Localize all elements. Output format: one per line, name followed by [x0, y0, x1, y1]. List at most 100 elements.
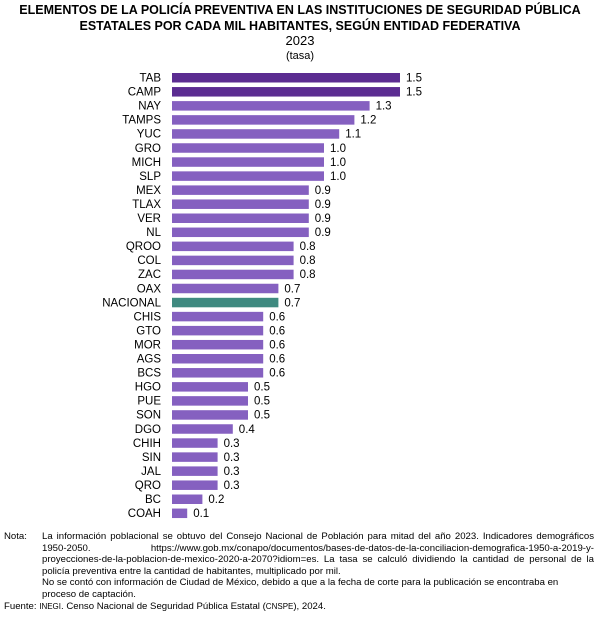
bar-zac [172, 269, 294, 280]
category-label-bc: BC [145, 494, 161, 506]
notes-section: Nota: La información poblacional se obtu… [4, 531, 594, 612]
bar-camp [172, 87, 400, 97]
category-label-coah: COAH [128, 508, 161, 520]
category-label-bcs: BCS [137, 368, 161, 380]
value-label-coah: 0.1 [193, 508, 209, 520]
bar-ver [172, 213, 309, 223]
value-label-tamps: 1.2 [360, 115, 376, 127]
bar-nacional [172, 297, 279, 308]
chart-title: ELEMENTOS DE LA POLICÍA PREVENTIVA EN LA… [0, 2, 600, 34]
value-label-qro: 0.3 [224, 480, 240, 492]
value-label-nl: 0.9 [315, 227, 331, 239]
bar-tlax [172, 199, 309, 209]
category-label-nay: NAY [138, 101, 161, 113]
source-org: INEGI [39, 601, 61, 611]
value-label-ver: 0.9 [315, 213, 331, 225]
category-label-nacional: NACIONAL [102, 297, 161, 309]
category-label-son: SON [136, 410, 161, 422]
bar-tab [172, 73, 400, 83]
category-label-tamps: TAMPS [122, 115, 161, 127]
category-label-sin: SIN [142, 452, 161, 464]
category-label-camp: CAMP [128, 87, 162, 99]
category-label-mor: MOR [134, 339, 161, 351]
value-label-ags: 0.6 [269, 354, 285, 366]
value-label-jal: 0.3 [224, 466, 240, 478]
bar-coah [172, 508, 188, 519]
value-label-mich: 1.0 [330, 157, 346, 169]
value-label-son: 0.5 [254, 410, 270, 422]
bar-qro [172, 480, 218, 490]
chart-year: 2023 [285, 33, 315, 48]
source-label: Fuente: [4, 600, 37, 612]
value-label-nay: 1.3 [376, 101, 392, 113]
value-label-gro: 1.0 [330, 143, 346, 155]
category-label-dgo: DGO [135, 424, 161, 436]
chart-title-line1: ELEMENTOS DE LA POLICÍA PREVENTIVA EN LA… [19, 3, 581, 17]
bar-chih [172, 438, 218, 448]
bar-mich [172, 157, 324, 167]
category-label-hgo: HGO [135, 382, 161, 394]
chart-unit: (tasa) [285, 50, 315, 62]
bar-son [172, 410, 248, 420]
bar-bcs [172, 368, 264, 378]
value-label-sin: 0.3 [224, 452, 240, 464]
category-label-jal: JAL [141, 466, 161, 478]
bar-hgo [172, 382, 248, 392]
value-label-bcs: 0.6 [269, 368, 285, 380]
bar-nay [172, 101, 370, 111]
bars [172, 73, 400, 519]
category-label-ags: AGS [137, 354, 162, 366]
source-abbr: CNSPE [265, 601, 294, 611]
category-label-chih: CHIH [133, 438, 161, 450]
source-line: Fuente: INEGI. Censo Nacional de Segurid… [4, 601, 594, 613]
category-label-yuc: YUC [137, 129, 161, 141]
bar-mex [172, 185, 309, 195]
category-label-oax: OAX [137, 283, 162, 295]
bar-slp [172, 171, 324, 181]
category-label-gto: GTO [136, 325, 161, 337]
category-label-gro: GRO [135, 143, 161, 155]
value-label-dgo: 0.4 [239, 424, 256, 436]
value-label-zac: 0.8 [300, 269, 316, 281]
note-label: Nota: [4, 531, 27, 542]
category-label-chis: CHIS [134, 311, 162, 323]
category-label-nl: NL [146, 227, 161, 239]
category-label-mich: MICH [132, 157, 161, 169]
value-label-gto: 0.6 [269, 325, 285, 337]
note-paragraph-1: La información poblacional se obtuvo del… [42, 531, 594, 577]
bar-gro [172, 143, 324, 153]
bar-oax [172, 283, 279, 294]
source-text: . Censo Nacional de Seguridad Pública Es… [61, 600, 266, 612]
bar-jal [172, 466, 218, 476]
category-label-ver: VER [137, 213, 161, 225]
value-labels: 1.51.51.31.21.11.01.01.00.90.90.90.90.80… [193, 73, 422, 521]
value-label-nacional: 0.7 [284, 297, 300, 309]
chart-title-line2: ESTATALES POR CADA MIL HABITANTES, SEGÚN… [79, 19, 521, 33]
bar-yuc [172, 129, 340, 139]
value-label-yuc: 1.1 [345, 129, 361, 141]
category-label-slp: SLP [139, 171, 161, 183]
value-label-mor: 0.6 [269, 339, 285, 351]
category-label-pue: PUE [137, 396, 161, 408]
bar-chis [172, 311, 264, 322]
value-label-tab: 1.5 [406, 73, 422, 85]
bar-bc [172, 494, 203, 504]
bar-col [172, 255, 294, 266]
category-label-qro: QRO [135, 480, 161, 492]
bar-mor [172, 339, 264, 350]
category-label-tab: TAB [139, 73, 161, 85]
value-label-hgo: 0.5 [254, 382, 270, 394]
category-label-mex: MEX [136, 185, 161, 197]
value-label-camp: 1.5 [406, 87, 422, 99]
source-end: ), 2024. [293, 600, 326, 612]
bar-nl [172, 227, 309, 238]
value-label-qroo: 0.8 [300, 241, 316, 253]
category-label-tlax: TLAX [132, 199, 161, 211]
value-label-chis: 0.6 [269, 311, 285, 323]
value-label-tlax: 0.9 [315, 199, 331, 211]
value-label-pue: 0.5 [254, 396, 270, 408]
category-label-qroo: QROO [126, 241, 161, 253]
value-label-bc: 0.2 [208, 494, 224, 506]
bar-tamps [172, 115, 355, 125]
bar-gto [172, 325, 264, 336]
